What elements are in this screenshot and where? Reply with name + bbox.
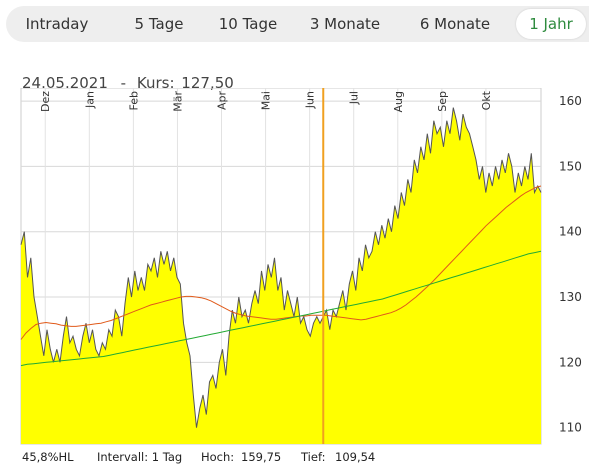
price-chart[interactable]: Dez Jan Feb Mär Apr Mai Jun Jul Aug Sep Okt 110 120… [0, 88, 589, 448]
timeframe-tabs: Intraday 5 Tage 10 Tage 3 Monate 6 Monat… [6, 6, 589, 42]
y-tick-label: 140 [559, 225, 582, 239]
hoch-value: 159,75 [241, 450, 282, 464]
moving-average-long-line [20, 250, 542, 367]
hl-value: 45,8%HL [22, 450, 74, 464]
tab-5-tage[interactable]: 5 Tage [134, 15, 184, 33]
x-tick-label: Apr [216, 91, 229, 111]
x-axis-labels: Dez Jan Feb Mär Apr Mai Jun Jul Aug Sep Okt [39, 90, 493, 112]
y-tick-label: 150 [559, 159, 582, 173]
y-axis-labels: 110 120 130 140 150 160 [559, 94, 582, 435]
x-tick-label: Aug [392, 91, 405, 112]
x-tick-label: Mär [171, 91, 184, 112]
tief-label: Tief: [301, 450, 326, 464]
x-tick-label: Sep [436, 91, 449, 112]
x-tick-label: Jun [304, 91, 317, 109]
x-tick-label: Mai [260, 91, 273, 110]
tief-value: 109,54 [335, 450, 376, 464]
y-tick-label: 130 [559, 290, 582, 304]
tab-3-monate[interactable]: 3 Monate [309, 15, 381, 33]
price-area [21, 107, 541, 444]
hoch-label: Hoch: [201, 450, 235, 464]
x-tick-label: Okt [480, 90, 493, 110]
x-tick-label: Dez [39, 91, 52, 112]
x-tick-label: Feb [127, 91, 140, 110]
interval-label: Intervall: 1 Tag [97, 450, 183, 464]
tab-intraday[interactable]: Intraday [25, 15, 89, 33]
moving-average-short-line [20, 185, 542, 340]
tab-1-jahr[interactable]: 1 Jahr [516, 9, 586, 39]
y-tick-label: 160 [559, 94, 582, 108]
y-tick-label: 120 [559, 355, 582, 369]
price-line [20, 107, 542, 428]
tab-6-monate[interactable]: 6 Monate [419, 15, 491, 33]
y-tick-label: 110 [559, 421, 582, 435]
chart-footer: 45,8%HL Intervall: 1 Tag Hoch: 159,75 Ti… [0, 448, 589, 469]
x-tick-label: Jan [83, 91, 96, 109]
header-separator: - [120, 74, 127, 92]
x-tick-label: Jul [348, 91, 361, 105]
tab-10-tage[interactable]: 10 Tage [218, 15, 278, 33]
